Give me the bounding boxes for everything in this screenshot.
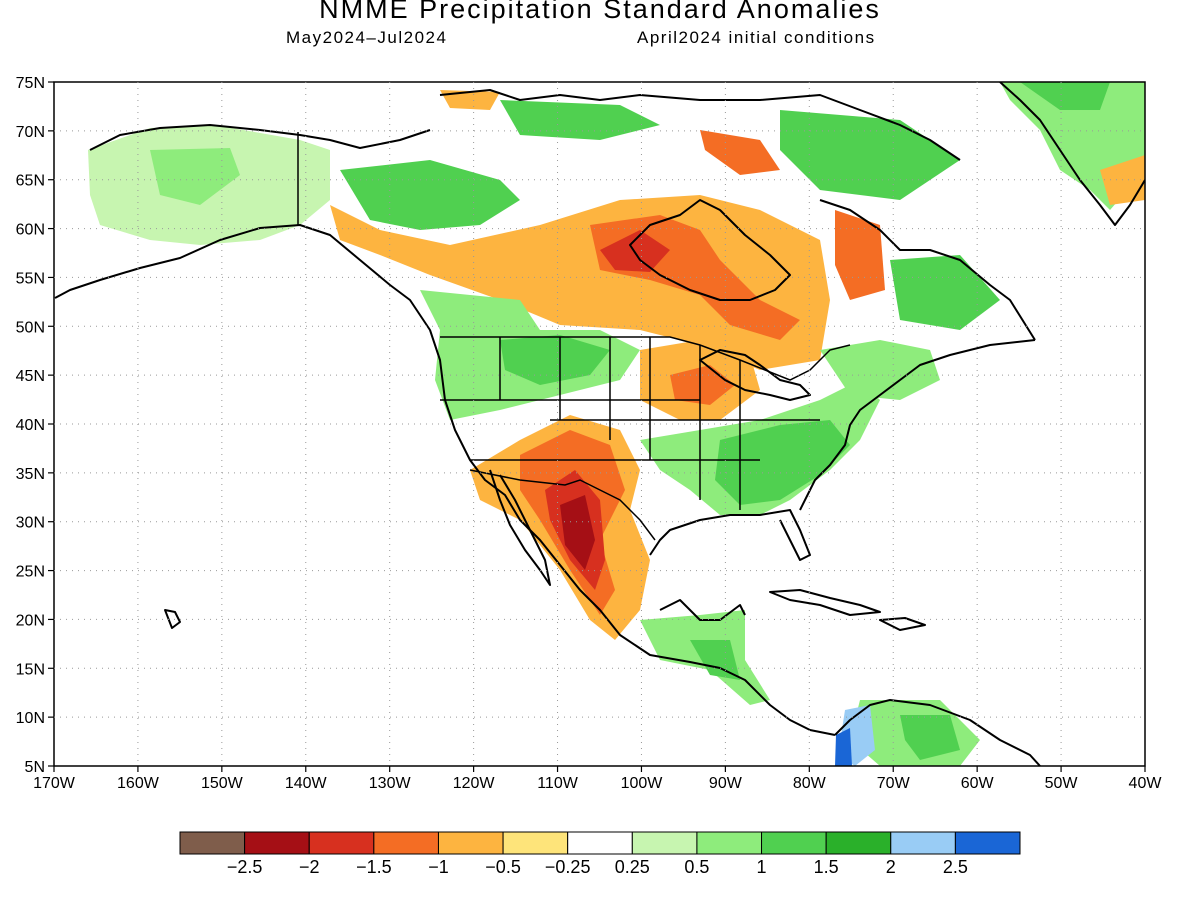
legend-swatch bbox=[502, 831, 569, 855]
arctic-dry-2 bbox=[440, 90, 500, 110]
lat-tick-label: 15N bbox=[16, 661, 45, 678]
colombia-wet-core bbox=[900, 715, 960, 760]
lon-tick-label: 90W bbox=[709, 775, 743, 792]
atlantic-coast bbox=[799, 339, 1036, 511]
central-america-wet-core bbox=[690, 640, 740, 680]
hawaii bbox=[164, 609, 181, 629]
lat-tick-label: 55N bbox=[16, 270, 45, 287]
yukon-wet bbox=[340, 160, 520, 230]
arctic-dry bbox=[700, 130, 780, 175]
legend-swatch bbox=[890, 831, 956, 855]
mexico-extreme-dry bbox=[560, 495, 595, 570]
initial-conditions: April2024 initial conditions bbox=[637, 28, 876, 47]
lat-tick-label: 60N bbox=[16, 222, 45, 239]
lon-tick-label: 80W bbox=[793, 775, 827, 792]
lat-tick-label: 30N bbox=[16, 515, 45, 532]
legend-label: 2.5 bbox=[943, 857, 968, 877]
legend-swatch bbox=[567, 831, 633, 855]
lon-tick-label: 170W bbox=[33, 775, 76, 792]
lon-tick-label: 50W bbox=[1045, 775, 1079, 792]
lon-tick-label: 60W bbox=[961, 775, 995, 792]
alaska-wet-core bbox=[150, 148, 240, 205]
legend-swatch bbox=[437, 831, 504, 855]
lon-tick-label: 70W bbox=[877, 775, 911, 792]
color-legend: −2.5 −2 −1.5 −1 −0.5 −0.25 0.25 0.5 1 1.5 2 2.5 bbox=[179, 831, 1021, 877]
lat-tick-label: 25N bbox=[16, 564, 45, 581]
lon-tick-label: 160W bbox=[117, 775, 160, 792]
legend-label: 1.5 bbox=[814, 857, 839, 877]
legend-swatch bbox=[308, 831, 375, 855]
legend-label: −2 bbox=[299, 857, 320, 877]
gulf-coast bbox=[649, 509, 811, 561]
canada-arctic-islands bbox=[439, 89, 961, 161]
map-gridlines bbox=[54, 82, 1145, 766]
map-title: NMME Precipitation Standard Anomalies bbox=[319, 0, 881, 24]
lat-tick-label: 5N bbox=[25, 759, 45, 776]
lon-tick-label: 130W bbox=[369, 775, 412, 792]
cuba bbox=[769, 589, 881, 616]
colombia-blue-core bbox=[835, 728, 852, 766]
legend-label: −2.5 bbox=[227, 857, 263, 877]
map-axis-ticks: 170W 160W 150W 140W 130W 120W 110W 100W 90W 80W 70… bbox=[16, 75, 1163, 792]
alaska-north-coast bbox=[89, 124, 431, 151]
lon-tick-label: 100W bbox=[621, 775, 664, 792]
lat-tick-label: 70N bbox=[16, 124, 45, 141]
legend-swatch bbox=[696, 831, 763, 855]
legend-swatch bbox=[244, 831, 310, 855]
lat-tick-label: 75N bbox=[16, 75, 45, 92]
us-state-lines bbox=[440, 337, 820, 510]
legend-swatch bbox=[631, 831, 698, 855]
lon-tick-label: 150W bbox=[201, 775, 244, 792]
yucatan-coast bbox=[659, 599, 746, 621]
south-america-coast bbox=[834, 699, 1041, 766]
lat-tick-label: 20N bbox=[16, 612, 45, 629]
northeast-wet bbox=[820, 340, 940, 400]
arctic-wet bbox=[500, 100, 660, 140]
legend-label: 1 bbox=[757, 857, 767, 877]
legend-label: 2 bbox=[886, 857, 896, 877]
lon-tick-label: 110W bbox=[537, 775, 579, 792]
legend-label: 0.25 bbox=[615, 857, 650, 877]
greenland-wet-core bbox=[1020, 82, 1110, 110]
us-mexico-border bbox=[469, 469, 656, 541]
legend-label: −0.25 bbox=[545, 857, 591, 877]
lon-tick-label: 120W bbox=[453, 775, 496, 792]
lat-tick-label: 45N bbox=[16, 368, 45, 385]
hispaniola bbox=[879, 617, 926, 631]
great-lakes bbox=[699, 349, 811, 401]
labrador-dry bbox=[835, 210, 885, 300]
legend-label: −0.5 bbox=[485, 857, 521, 877]
political-boundaries bbox=[297, 132, 851, 541]
lat-tick-label: 65N bbox=[16, 173, 45, 190]
lat-tick-label: 35N bbox=[16, 466, 45, 483]
lat-tick-label: 50N bbox=[16, 319, 45, 336]
forecast-period: May2024–Jul2024 bbox=[286, 28, 448, 47]
lat-tick-label: 10N bbox=[16, 710, 45, 727]
labrador-coast bbox=[819, 199, 1036, 341]
legend-swatch bbox=[373, 831, 439, 855]
plains-wet bbox=[500, 335, 610, 385]
legend-label: −1.5 bbox=[356, 857, 392, 877]
baja-peninsula bbox=[489, 469, 551, 586]
lon-tick-label: 40W bbox=[1129, 775, 1163, 792]
legend-swatch bbox=[825, 831, 892, 855]
legend-swatch bbox=[761, 831, 827, 855]
baffin-wet bbox=[780, 110, 960, 200]
lat-tick-label: 40N bbox=[16, 417, 45, 434]
southeast-wet-core bbox=[715, 420, 850, 505]
quebec-wet bbox=[890, 255, 1000, 330]
hudson-bay-coast bbox=[629, 199, 791, 301]
legend-swatch bbox=[179, 831, 246, 855]
lon-tick-label: 140W bbox=[285, 775, 328, 792]
legend-label: 0.5 bbox=[684, 857, 709, 877]
legend-swatch bbox=[954, 831, 1021, 855]
legend-label: −1 bbox=[428, 857, 449, 877]
